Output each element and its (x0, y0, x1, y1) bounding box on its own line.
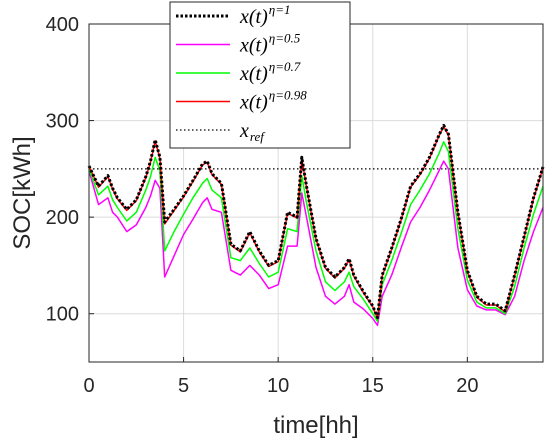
legend-superscript-2: η=0.7 (269, 59, 301, 74)
x-tick-label: 0 (83, 375, 94, 397)
series-line-1 (88, 160, 544, 327)
y-tick-label: 100 (46, 304, 79, 326)
ticks: 0 5 10 15 20 100 200 300 400 (46, 14, 479, 397)
legend-label-1: x(t) (239, 35, 268, 57)
y-tick-label: 400 (46, 14, 79, 36)
legend-label-4: x (239, 120, 249, 142)
y-axis-title: SOC[kWh] (9, 136, 36, 249)
series-line-2 (88, 141, 544, 323)
legend-label-3: x(t) (239, 92, 268, 114)
series-group (87, 123, 545, 327)
legend-superscript-0: η=1 (269, 2, 291, 17)
x-tick-label: 20 (456, 375, 478, 397)
legend-label-2: x(t) (239, 63, 268, 85)
legend-box (169, 1, 351, 149)
y-tick-label: 300 (46, 111, 79, 133)
x-tick-label: 15 (362, 375, 384, 397)
x-tick-label: 5 (178, 375, 189, 397)
legend: x(t) η=1x(t) η=0.5x(t) η=0.7x(t) η=0.98x ref (169, 1, 351, 149)
legend-superscript-3: η=0.98 (269, 88, 307, 103)
legend-label-0: x(t) (239, 6, 268, 28)
x-tick-label: 10 (267, 375, 289, 397)
y-tick-label: 200 (46, 207, 79, 229)
x-axis-title: time[hh] (273, 412, 358, 439)
legend-subscript-4: ref (250, 129, 266, 144)
legend-superscript-1: η=0.5 (269, 31, 301, 46)
series-line-0 (87, 123, 545, 320)
